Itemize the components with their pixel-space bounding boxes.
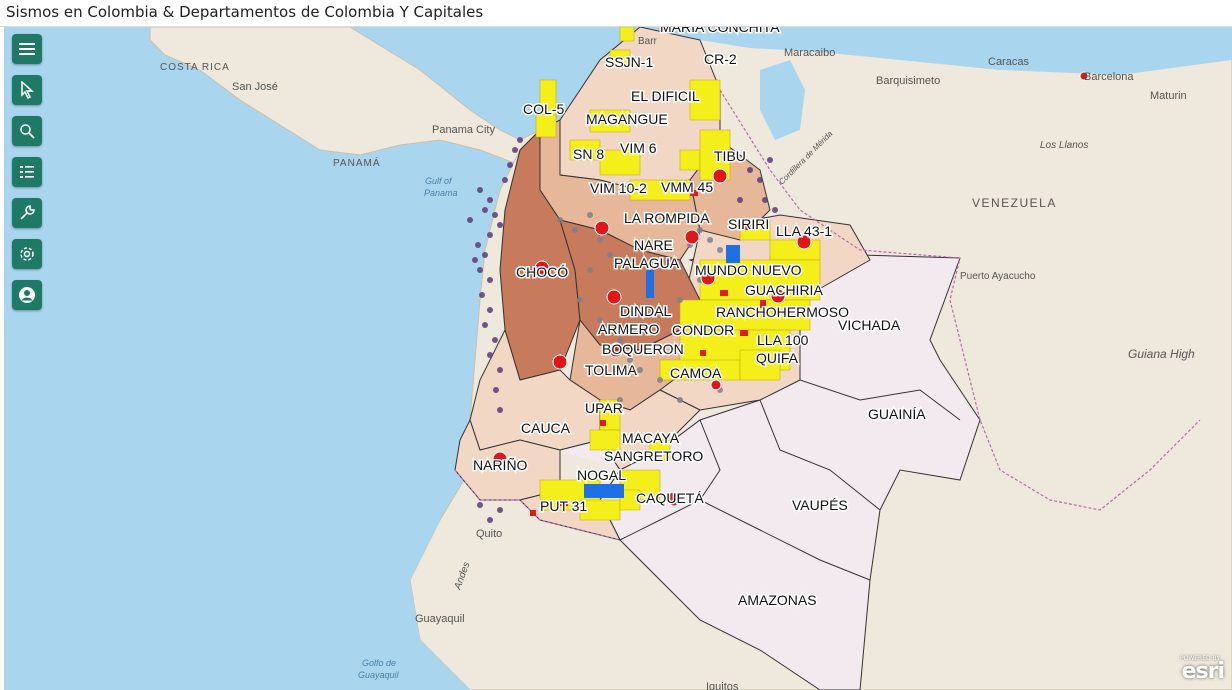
label-caracas: Caracas [988, 56, 1029, 68]
settings-button[interactable] [12, 239, 42, 269]
label-maturin: Maturin [1150, 90, 1187, 102]
label-condor: CONDOR [672, 322, 734, 338]
page-title: Sismos en Colombia & Departamentos de Co… [6, 3, 484, 21]
select-button[interactable] [12, 75, 42, 105]
pacific-sea-south [4, 500, 470, 690]
label-lla100: LLA 100 [757, 332, 809, 348]
label-col5: COL-5 [523, 101, 564, 117]
label-golfo-de: Golfo de [362, 658, 396, 668]
label-ssjn1: SSJN-1 [605, 54, 653, 70]
label-gulf-of: Gulf of [425, 176, 453, 186]
label-guainia: GUAINÍA [868, 406, 926, 422]
title-bar: Sismos en Colombia & Departamentos de Co… [0, 0, 1232, 27]
label-guayaquil: Guayaquil [415, 613, 465, 625]
label-vaupes: VAUPÉS [792, 497, 848, 513]
label-quifa: QUIFA [756, 350, 799, 366]
label-caqueta: CAQUETÁ [636, 490, 704, 506]
label-maria-conchita: MARIA CONCHITA [660, 27, 780, 35]
label-panama-gulf: Panama [424, 188, 458, 198]
label-barcelona: Barcelona [1084, 71, 1134, 83]
earthquakes-cluster-northeast [737, 157, 778, 213]
block-blue-2 [646, 270, 654, 298]
label-tolima: TOLIMA [585, 362, 638, 378]
map-toolbar [12, 34, 44, 321]
dept-choco [499, 128, 581, 381]
label-iquitos: Iquitos [706, 681, 739, 690]
label-cauca: CAUCA [521, 420, 571, 436]
block-blue-1 [726, 245, 740, 263]
label-tibu: TIBU [714, 148, 746, 164]
label-palagua: PALAGUA [614, 255, 680, 271]
lake-maracaibo [760, 60, 805, 140]
wrench-icon [20, 205, 35, 220]
label-lla43: LLA 43-1 [776, 223, 832, 239]
oil-blocks [535, 27, 821, 521]
label-los-llanos: Los Llanos [1040, 140, 1088, 151]
label-san-jose: San José [232, 81, 278, 93]
label-camoa: CAMOA [670, 365, 722, 381]
label-put31: PUT 31 [540, 498, 587, 514]
label-panama: PANAMÁ [333, 156, 381, 169]
hamburger-icon [19, 43, 35, 55]
capitals [492, 71, 1089, 507]
gear-icon [20, 247, 34, 261]
label-barr: Barr [638, 36, 658, 47]
label-boqueron: BOQUERON [602, 341, 684, 357]
label-macaya: MACAYA [622, 430, 680, 446]
label-costa-rica: COSTA RICA [160, 62, 230, 73]
map-view[interactable]: COSTA RICA San José PANAMÁ Panama City G… [4, 27, 1232, 690]
label-el-dificil: EL DIFICIL [631, 88, 700, 104]
label-amazonas: AMAZONAS [738, 592, 817, 608]
label-dindal: DINDAL [620, 303, 672, 319]
label-siriri: SIRIRI [728, 216, 769, 232]
label-vim10: VIM 10-2 [590, 180, 647, 196]
label-guayaquil-gulf: Guayaquil [358, 670, 400, 680]
search-icon [20, 124, 35, 139]
caribbean-sea [640, 27, 1232, 75]
label-upar: UPAR [585, 400, 623, 416]
label-mundo-nuevo: MUNDO NUEVO [695, 262, 802, 278]
label-nare: NARE [634, 237, 673, 253]
earthquakes-cluster-west [467, 137, 523, 523]
esri-logo: esri [1181, 659, 1225, 684]
account-button[interactable] [12, 280, 42, 310]
earthquakes-cluster-central [557, 212, 723, 403]
label-panama-city: Panama City [432, 124, 495, 136]
list-icon [20, 166, 34, 178]
label-nogal: NOGAL [577, 467, 626, 483]
label-barquisimeto: Barquisimeto [876, 75, 940, 87]
label-magangue: MAGANGUE [586, 111, 668, 127]
label-quito: Quito [476, 528, 502, 540]
label-guachiria: GUACHIRIA [745, 282, 823, 298]
powered-by-text: POWERED BY [1179, 655, 1220, 662]
label-armero: ARMERO [598, 321, 660, 337]
layers-button[interactable] [12, 157, 42, 187]
central-america-land [149, 27, 561, 166]
label-vim6: VIM 6 [620, 140, 657, 156]
label-choco: CHOCÓ [516, 264, 568, 280]
pointer-icon [21, 81, 34, 99]
user-icon [19, 287, 35, 303]
wells [530, 190, 766, 516]
search-button[interactable] [12, 116, 42, 146]
tools-button[interactable] [12, 198, 42, 228]
label-sangretoro: SANGRETORO [604, 448, 703, 464]
label-sn8: SN 8 [573, 146, 604, 162]
menu-button[interactable] [12, 34, 42, 64]
label-cr2: CR-2 [704, 51, 737, 67]
label-vichada: VICHADA [838, 317, 901, 333]
label-guiana-high: Guiana High [1128, 347, 1195, 361]
map-canvas[interactable]: COSTA RICA San José PANAMÁ Panama City G… [4, 27, 1232, 690]
block-blue-3 [584, 484, 624, 498]
label-ranchohermoso: RANCHOHERMOSO [716, 304, 849, 320]
label-venezuela: VENEZUELA [972, 196, 1057, 210]
label-maracaibo: Maracaibo [784, 47, 835, 59]
label-la-rompida: LA ROMPIDA [624, 210, 710, 226]
label-puerto-ayacucho: Puerto Ayacucho [960, 271, 1036, 282]
label-vmm45: VMM 45 [661, 179, 713, 195]
label-narino: NARIÑO [473, 457, 528, 473]
